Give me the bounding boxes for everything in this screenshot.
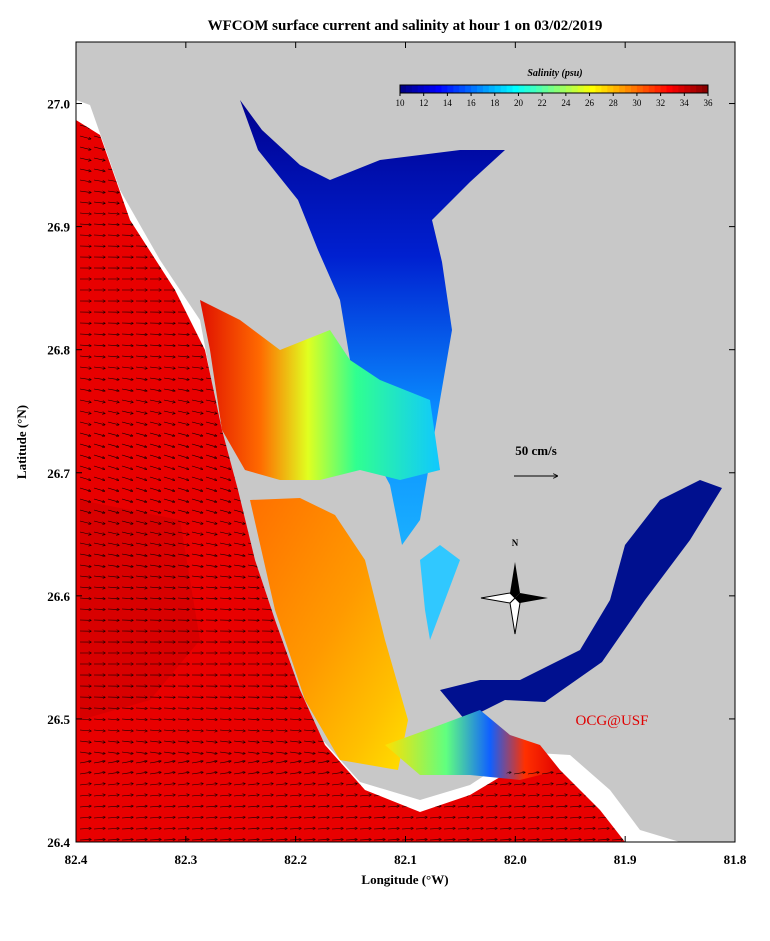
colorbar-tick-label: 26 (585, 98, 595, 108)
colorbar-swatch (418, 85, 424, 93)
colorbar-tick-label: 20 (514, 98, 524, 108)
y-axis-label: Latitude (°N) (14, 405, 29, 479)
colorbar-swatch (436, 85, 442, 93)
colorbar-swatch (566, 85, 572, 93)
x-tick-label: 82.2 (284, 852, 307, 867)
colorbar-swatch (572, 85, 578, 93)
colorbar-swatch (684, 85, 690, 93)
colorbar-swatch (453, 85, 459, 93)
colorbar-swatch (625, 85, 631, 93)
y-tick-label: 26.9 (47, 220, 70, 235)
compass-label: N (512, 538, 519, 548)
colorbar-swatch (459, 85, 465, 93)
colorbar-swatch (655, 85, 661, 93)
x-tick-label: 82.0 (504, 852, 527, 867)
colorbar-tick-label: 18 (490, 98, 500, 108)
colorbar-swatch (400, 85, 406, 93)
colorbar-swatch (590, 85, 596, 93)
colorbar-tick-label: 12 (419, 98, 428, 108)
colorbar-swatch (424, 85, 430, 93)
colorbar-swatch (507, 85, 513, 93)
colorbar-swatch (489, 85, 495, 93)
colorbar-tick-label: 16 (467, 98, 477, 108)
x-tick-label: 82.3 (174, 852, 197, 867)
colorbar-swatch (412, 85, 418, 93)
colorbar-swatch (471, 85, 477, 93)
colorbar-swatch (447, 85, 453, 93)
colorbar-tick-label: 36 (704, 98, 714, 108)
colorbar-swatch (661, 85, 667, 93)
x-tick-label: 81.9 (614, 852, 637, 867)
colorbar-swatch (406, 85, 412, 93)
y-tick-label: 26.4 (47, 835, 70, 850)
colorbar-tick-label: 34 (680, 98, 690, 108)
colorbar-swatch (637, 85, 643, 93)
colorbar-swatch (595, 85, 601, 93)
colorbar-swatch (483, 85, 489, 93)
colorbar-swatch (513, 85, 519, 93)
colorbar-swatch (619, 85, 625, 93)
x-axis-label: Longitude (°W) (361, 872, 448, 887)
colorbar-swatch (690, 85, 696, 93)
colorbar-swatch (667, 85, 673, 93)
x-tick-label: 82.4 (65, 852, 88, 867)
colorbar-swatch (643, 85, 649, 93)
colorbar-swatch (560, 85, 566, 93)
y-tick-label: 26.6 (47, 589, 70, 604)
colorbar-swatch (495, 85, 501, 93)
colorbar-swatch (524, 85, 530, 93)
colorbar-tick-label: 30 (632, 98, 642, 108)
colorbar-swatch (672, 85, 678, 93)
colorbar-swatch (554, 85, 560, 93)
colorbar-swatch (649, 85, 655, 93)
y-tick-label: 26.7 (47, 466, 70, 481)
colorbar-swatch (548, 85, 554, 93)
scale-label: 50 cm/s (515, 443, 557, 458)
y-tick-label: 26.5 (47, 712, 70, 727)
y-tick-label: 27.0 (47, 97, 70, 112)
title: WFCOM surface current and salinity at ho… (208, 18, 603, 34)
colorbar-swatch (542, 85, 548, 93)
colorbar-swatch (696, 85, 702, 93)
colorbar-swatch (477, 85, 483, 93)
colorbar-swatch (536, 85, 542, 93)
colorbar-swatch (578, 85, 584, 93)
x-tick-label: 82.1 (394, 852, 417, 867)
colorbar-swatch (678, 85, 684, 93)
colorbar-swatch (530, 85, 536, 93)
colorbar-tick-label: 14 (443, 98, 453, 108)
colorbar-swatch (631, 85, 637, 93)
colorbar-swatch (501, 85, 507, 93)
colorbar-tick-label: 22 (538, 98, 547, 108)
colorbar-tick-label: 10 (396, 98, 406, 108)
colorbar-swatch (584, 85, 590, 93)
colorbar-tick-label: 28 (609, 98, 619, 108)
colorbar-swatch (441, 85, 447, 93)
x-tick-label: 81.8 (724, 852, 747, 867)
colorbar-swatch (518, 85, 524, 93)
colorbar-swatch (465, 85, 471, 93)
colorbar-tick-label: 32 (656, 98, 665, 108)
colorbar-swatch (613, 85, 619, 93)
colorbar-swatch (430, 85, 436, 93)
colorbar-tick-label: 24 (561, 98, 571, 108)
credit: OCG@USF (575, 713, 648, 729)
colorbar-label: Salinity (psu) (527, 68, 582, 79)
y-tick-label: 26.8 (47, 343, 70, 358)
colorbar-swatch (607, 85, 613, 93)
colorbar-swatch (601, 85, 607, 93)
